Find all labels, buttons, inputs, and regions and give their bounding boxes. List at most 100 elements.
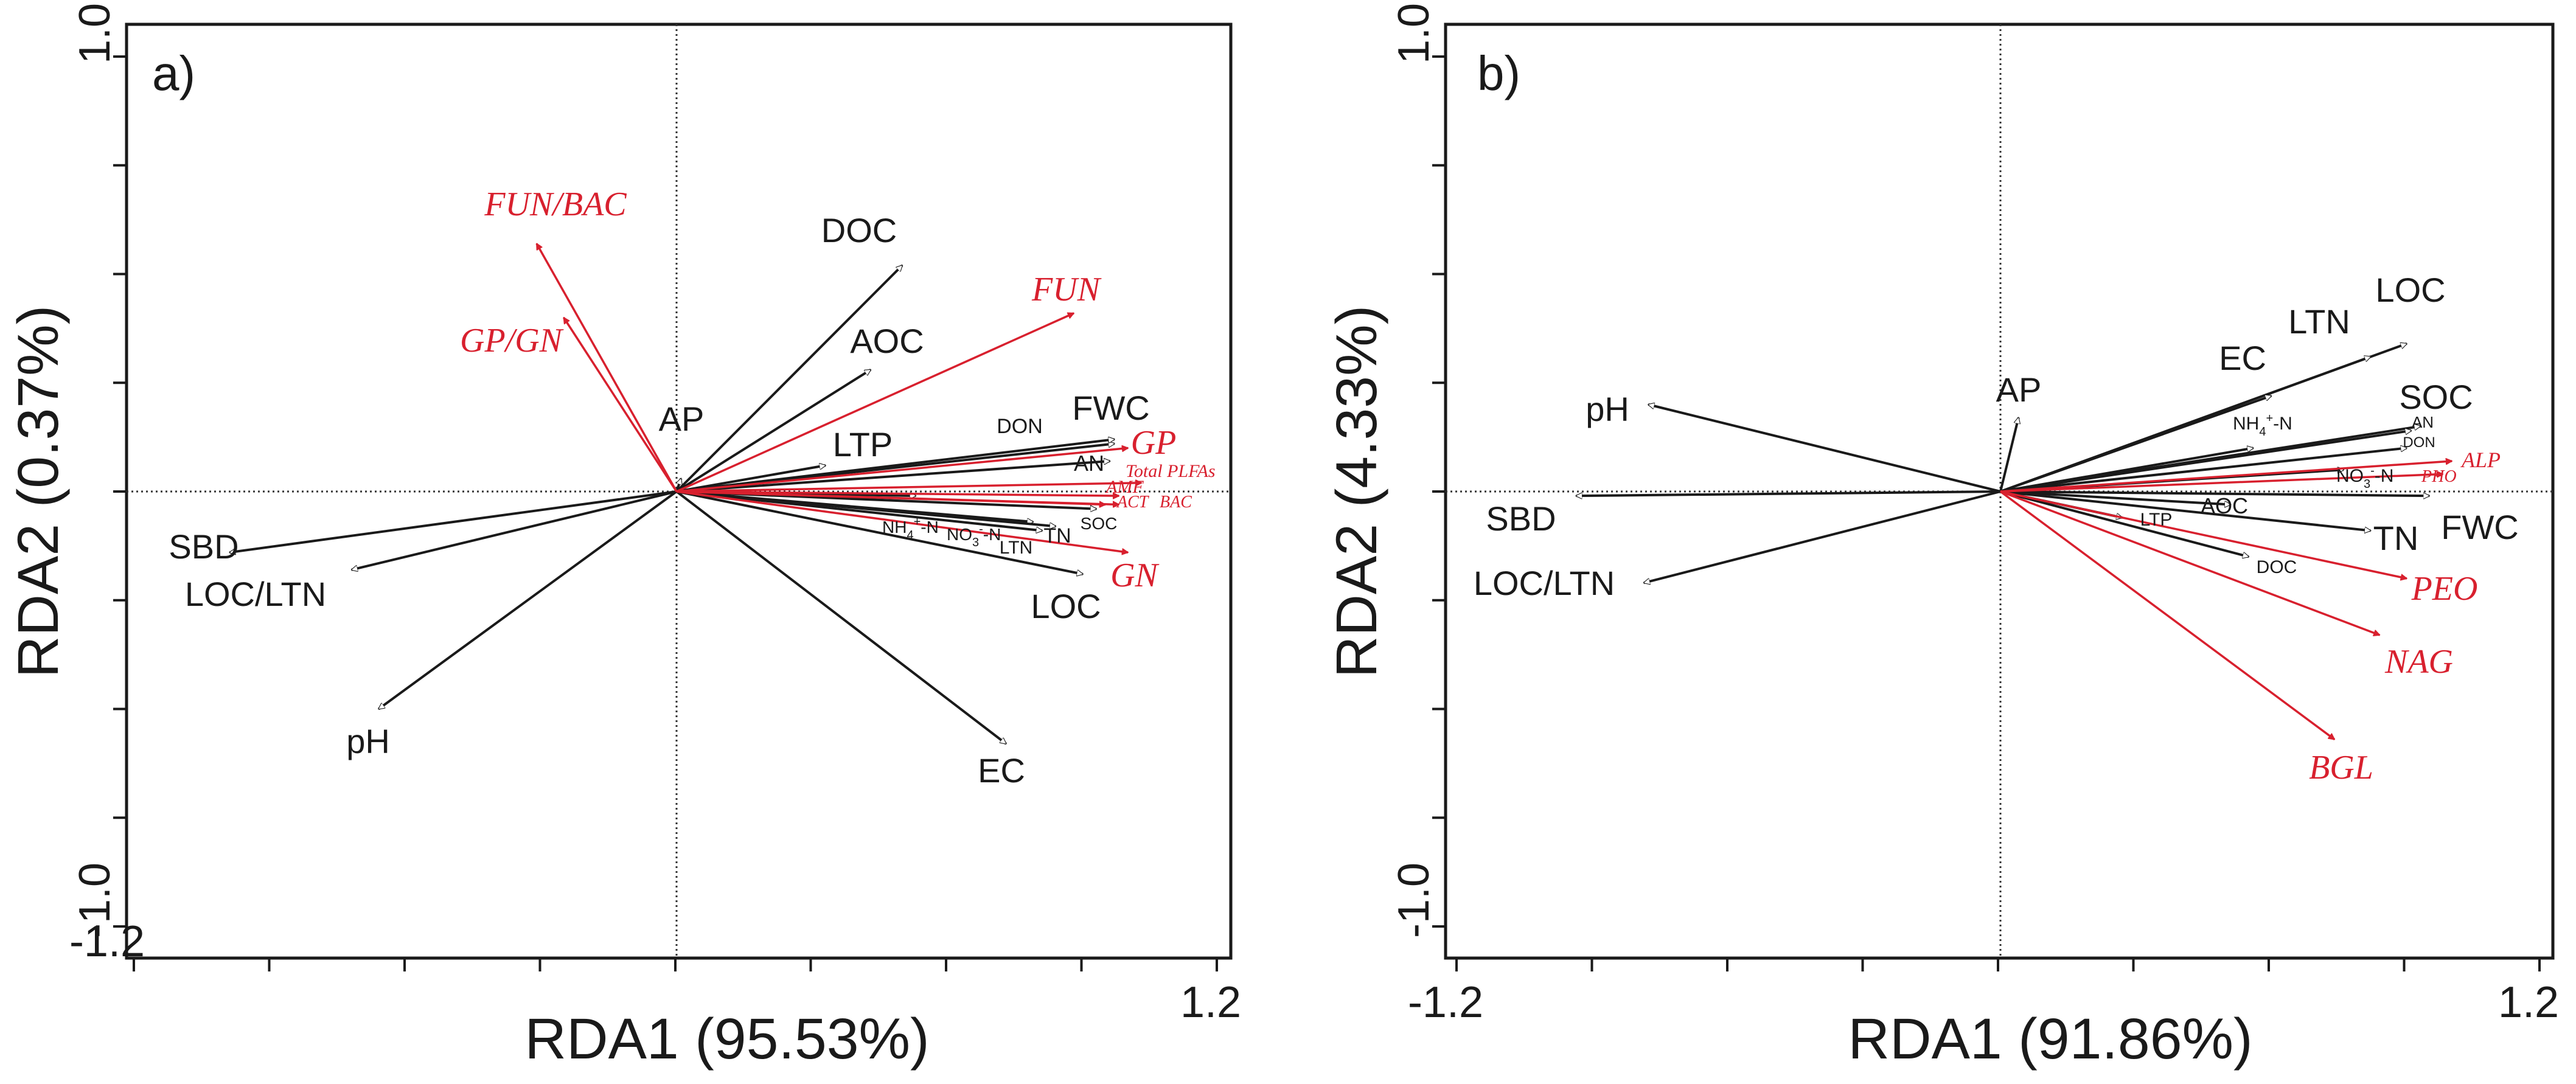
label-b-NH4-main: NH — [2233, 414, 2259, 434]
panel-b-xtick-max: 1.2 — [2498, 978, 2559, 1027]
panel-b-y-axis-title: RDA2 (4.33%) — [1325, 305, 1389, 678]
label-b-DOC: DOC — [2257, 557, 2297, 577]
label-LTN: LTN — [1000, 538, 1032, 558]
label-b-NAG: NAG — [2384, 643, 2453, 681]
label-AP: AP — [659, 400, 705, 438]
label-NO3-tail: -N — [983, 525, 1001, 544]
panel-a-vectors — [229, 243, 1141, 745]
label-pH: pH — [346, 722, 390, 760]
panel-a-vector-GN — [676, 490, 1128, 552]
panel-b-vector-pH — [1648, 405, 2001, 493]
label-NO3-main: NO — [947, 525, 972, 544]
label-b-pH: pH — [1586, 390, 1629, 428]
panel-b-vector-DON — [2000, 448, 2407, 493]
label-SOC: SOC — [1081, 514, 1118, 533]
label-b-NO3-sub: 3 — [2364, 478, 2370, 491]
panel-b-label: b) — [1477, 46, 1520, 100]
label-AMF: AMF — [1105, 477, 1144, 497]
label-b-NH4-tail: -N — [2273, 414, 2292, 434]
label-b-ALP: ALP — [2460, 448, 2501, 472]
panel-b-vector-PHO — [2000, 474, 2443, 493]
panel-b-vector-BGL — [1999, 490, 2334, 740]
panel-a-vector-FWC — [676, 439, 1115, 493]
panel-a-vector-LOC-LTN — [352, 490, 677, 570]
panel-b-vectors — [1576, 344, 2452, 740]
panel-a-vector-GP-GN — [563, 318, 678, 492]
label-b-NO3-sup: - — [2370, 464, 2375, 478]
panel-b-vector-TN — [2000, 490, 2370, 530]
panel-a-vector-DOC — [675, 265, 902, 493]
label-NO3-sub: 3 — [972, 536, 979, 549]
label-LOC-LTN: LOC/LTN — [185, 575, 326, 613]
panel-a-vector-AP — [675, 479, 681, 492]
label-b-NO3-N: NO3--N — [2336, 464, 2393, 491]
label-b-SOC: SOC — [2399, 378, 2473, 416]
panel-b-vector-NAG — [2000, 490, 2379, 635]
label-b-NH4-N: NH4+-N — [2233, 412, 2292, 439]
panel-a-vector-AOC — [675, 369, 871, 493]
label-NH4-sup: + — [914, 515, 921, 529]
label-EC: EC — [978, 751, 1025, 790]
panel-a-xtick-max: 1.2 — [1180, 978, 1241, 1027]
panel-b-vector-ALP — [2000, 461, 2452, 493]
panel-b-vector-AN — [2000, 431, 2411, 493]
panel-a-reference-lines — [127, 24, 1231, 958]
label-LTP: LTP — [833, 425, 893, 464]
label-DOC: DOC — [821, 211, 897, 249]
label-NH4-sub: 4 — [907, 529, 913, 542]
label-AOC: AOC — [850, 322, 924, 360]
panel-b-vector-AOC — [2000, 490, 2230, 504]
panel-b-x-axis-title: RDA1 (91.86%) — [1848, 1007, 2252, 1071]
panel-a-vector-SBD — [229, 490, 677, 552]
panel-a-ytick-max: 1.0 — [71, 3, 119, 64]
label-FUN: FUN — [1031, 271, 1102, 308]
panel-a-vector-BAC — [676, 490, 1119, 504]
panel-b-vector-EC — [2000, 396, 2271, 493]
label-BAC: BAC — [1160, 493, 1192, 512]
panel-a-vector-FUN-BAC — [535, 243, 678, 492]
label-b-PHO: PHO — [2421, 467, 2457, 486]
panel-a-label: a) — [152, 46, 195, 100]
label-DON: DON — [997, 415, 1043, 438]
label-b-TN: TN — [2373, 519, 2419, 557]
panel-b-xtick-min: -1.2 — [1408, 978, 1483, 1027]
label-b-LTN: LTN — [2288, 302, 2350, 341]
label-FUN-BAC: FUN/BAC — [484, 186, 627, 223]
label-b-FWC: FWC — [2441, 508, 2519, 546]
label-SBD: SBD — [169, 527, 238, 566]
label-b-LTP: LTP — [2140, 510, 2173, 530]
panel-a-vector-Total-PLFAs — [676, 483, 1141, 493]
label-NH4-main: NH — [882, 518, 907, 537]
label-TN: TN — [1043, 524, 1071, 547]
label-b-EC: EC — [2219, 339, 2266, 377]
label-b-AOC: AOC — [2201, 493, 2248, 518]
panel-a-y-axis-title: RDA2 (0.37%) — [6, 305, 71, 678]
panel-b-ticks — [1432, 55, 2541, 971]
label-b-NH4-sub: 4 — [2259, 425, 2266, 439]
panel-b-ytick-min: -1.0 — [1390, 863, 1438, 938]
label-LOC: LOC — [1031, 587, 1101, 625]
panel-b-vector-NH4-N — [2000, 448, 2254, 493]
panel-a-vector-EC — [675, 490, 1006, 745]
panel-a-ytick-min: -1.0 — [71, 863, 119, 938]
panel-b-vector-AP — [1999, 417, 2019, 492]
label-ACT: ACT — [1116, 493, 1150, 512]
label-GN: GN — [1110, 557, 1159, 594]
label-NO3-sup: - — [979, 523, 983, 536]
panel-a-vector-LTP — [676, 465, 826, 493]
label-b-NH4-sup: + — [2266, 412, 2273, 425]
panel-b-vector-DOC — [2000, 490, 2249, 557]
panel-a-ticks — [113, 55, 1218, 971]
label-b-NO3-tail: -N — [2375, 466, 2394, 486]
panel-a-vector-LOC — [676, 490, 1083, 574]
label-NO3-N: NO3--N — [947, 523, 1001, 549]
label-b-LOC: LOC — [2375, 271, 2445, 309]
panel-a-vector-TN — [676, 490, 1056, 526]
label-b-NO3-main: NO — [2336, 466, 2364, 486]
label-b-SBD: SBD — [1486, 499, 1556, 538]
label-b-AP: AP — [1996, 370, 2042, 409]
label-GP: GP — [1131, 424, 1177, 462]
panel-a-x-axis-title: RDA1 (95.53%) — [524, 1007, 929, 1071]
label-b-PEO: PEO — [2411, 570, 2478, 608]
